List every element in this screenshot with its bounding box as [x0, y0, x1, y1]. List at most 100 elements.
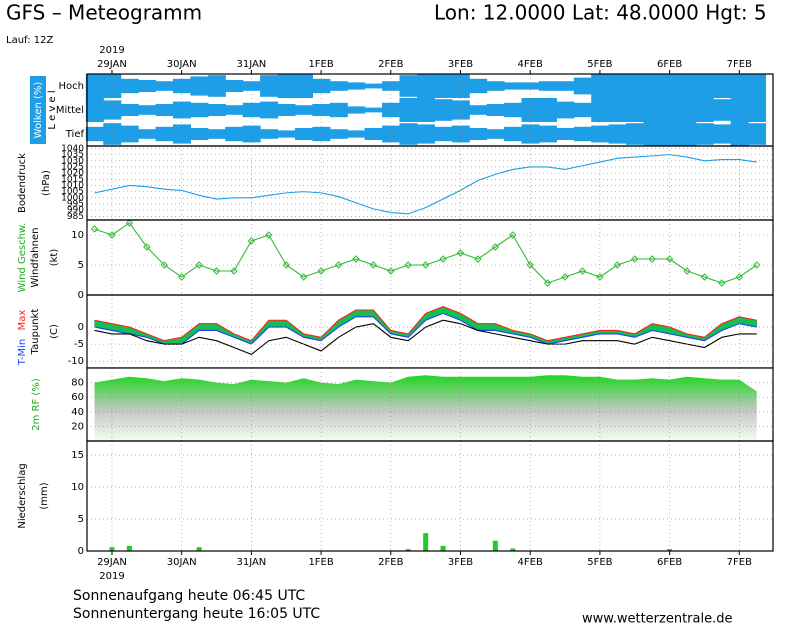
year: 2019: [99, 571, 124, 582]
point-marker: [160, 261, 168, 269]
cloud-cell: [85, 98, 104, 122]
cloud-cell: [469, 105, 488, 115]
cloud-cell: [225, 105, 244, 115]
y-tick-label: -5: [74, 339, 84, 350]
point-marker: [369, 261, 378, 269]
cloud-cell: [504, 102, 523, 118]
point-marker: [317, 267, 325, 275]
cloud-cell: [695, 98, 714, 122]
y-tick-label: 10: [71, 230, 84, 241]
cloud-cell: [277, 104, 296, 116]
point-marker: [491, 243, 500, 251]
cloud-cell: [155, 126, 174, 142]
cloud-cell: [573, 77, 592, 95]
cloud-cell: [573, 126, 592, 142]
y-tick-label: 10: [71, 482, 84, 493]
cloud-cell: [469, 128, 488, 140]
precip-bar: [423, 533, 429, 551]
cloud-cell: [643, 74, 662, 98]
point-marker: [561, 273, 569, 281]
point-marker: [212, 267, 221, 275]
point-marker: [230, 267, 238, 275]
y-tick-label: 1015: [61, 175, 84, 185]
point-marker: [683, 267, 691, 275]
cloud-cell: [469, 78, 488, 94]
cloud-cell: [416, 124, 435, 144]
point-marker: [613, 261, 622, 269]
point-marker: [90, 225, 99, 233]
series-line: [94, 319, 757, 355]
cloud-cell: [364, 107, 383, 113]
cloud-cell: [347, 82, 366, 90]
cloud-cell: [103, 74, 122, 98]
cloud-cell: [608, 124, 627, 144]
cloud-cell: [678, 122, 697, 146]
y-tick-label: -10: [68, 356, 84, 367]
cloud-cell: [155, 104, 174, 116]
cloud-cell: [748, 74, 767, 98]
point-marker: [352, 255, 360, 263]
y-tick-label: 985: [67, 212, 84, 222]
cloud-cell: [626, 74, 645, 98]
point-marker: [421, 261, 430, 269]
temp-range: [268, 319, 287, 328]
series-line: [94, 154, 757, 215]
cloud-cell: [399, 75, 418, 97]
sunset: Sonnenuntergang heute 16:05 UTC: [73, 606, 320, 622]
point-marker: [700, 273, 709, 281]
cloud-cell: [504, 82, 523, 90]
y-tick-label: 1000: [61, 193, 84, 203]
temp-range: [477, 323, 496, 331]
y-tick-label: 5: [78, 260, 84, 271]
cloud-cell: [103, 100, 122, 120]
point-marker: [439, 255, 447, 263]
precip-bar: [405, 549, 411, 551]
label-box: [30, 76, 46, 144]
precip-bar: [196, 547, 202, 551]
y-tick-label: 1005: [61, 187, 84, 197]
point-marker: [143, 243, 151, 251]
series-label: T-Min: [17, 339, 28, 367]
cloud-cell: [364, 83, 383, 89]
point-marker: [282, 261, 290, 269]
cloud-cell: [521, 82, 540, 90]
cloud-cell: [347, 106, 366, 114]
cloud-cell: [573, 102, 592, 118]
y-tick-label: 0: [78, 546, 84, 557]
cloud-cell: [190, 128, 209, 140]
point-marker: [753, 261, 761, 269]
cloud-cell: [504, 126, 523, 142]
y-axis-label: Wind Geschw.: [17, 223, 28, 293]
cloud-cell: [329, 102, 348, 118]
cloud-cell: [155, 81, 174, 91]
x-tick-label: 5FEB: [587, 59, 612, 70]
y-tick-label: 60: [71, 392, 84, 403]
cloud-cell: [608, 74, 627, 98]
x-tick-label: 3FEB: [448, 59, 473, 70]
cloud-cell: [556, 101, 575, 119]
point-marker: [195, 261, 203, 269]
cloud-cell: [695, 123, 714, 145]
cloud-cell: [260, 101, 279, 119]
cloud-cell: [643, 98, 662, 122]
y-axis-label: L e v e l: [47, 90, 58, 129]
x-tick-label: 30JAN: [167, 59, 197, 70]
y-axis-label: (mm): [39, 482, 50, 509]
site: www.wetterzentrale.de: [582, 612, 732, 625]
cloud-cell: [399, 98, 418, 122]
precip-bar: [492, 540, 498, 551]
cloud-cell: [521, 98, 540, 122]
y-axis-label: 2m RF (%): [31, 378, 42, 431]
cloud-cell: [538, 98, 557, 122]
cloud-cell: [120, 78, 139, 94]
cloud-cell: [277, 74, 296, 98]
level-label: Tief: [65, 129, 85, 140]
point-marker: [648, 255, 656, 263]
y-tick-label: 1030: [61, 156, 84, 166]
x-tick-label: 6FEB: [657, 59, 682, 70]
series-label: Taupunkt: [30, 309, 41, 356]
y-axis-label: Wolken (%): [33, 82, 44, 139]
cloud-cell: [207, 75, 226, 97]
point-marker: [299, 273, 308, 281]
cloud-cell: [556, 81, 575, 91]
